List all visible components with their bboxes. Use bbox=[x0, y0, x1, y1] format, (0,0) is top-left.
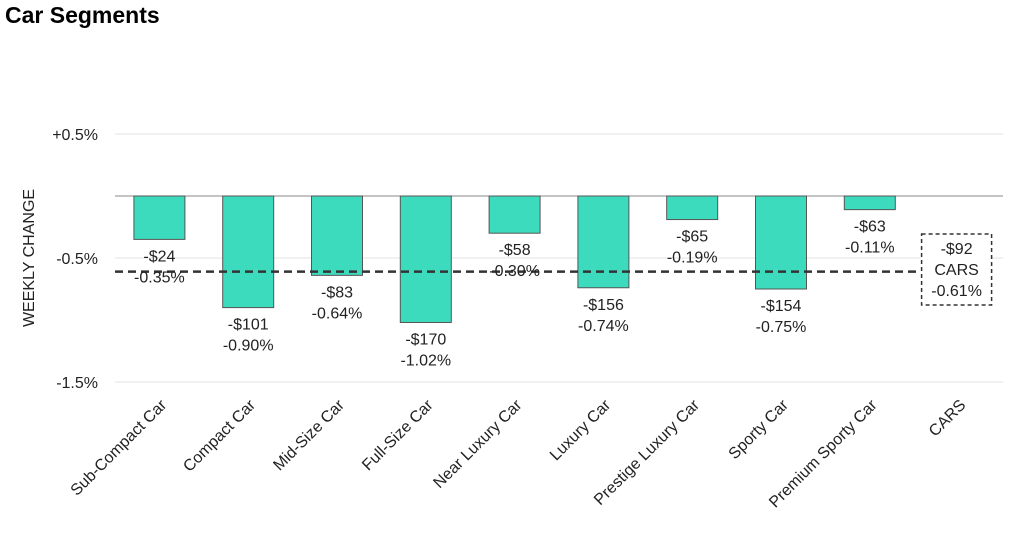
bar-percent-label: -0.64% bbox=[312, 305, 363, 322]
bar-percent-label: -0.90% bbox=[223, 338, 274, 355]
bar bbox=[222, 195, 275, 309]
y-tick-label: -0.5% bbox=[56, 251, 98, 268]
x-tick-label: Sub-Compact Car bbox=[68, 396, 171, 499]
average-name-label: CARS bbox=[934, 262, 978, 279]
bar-percent-label: -0.35% bbox=[134, 269, 185, 286]
x-tick-label: Near Luxury Car bbox=[430, 396, 525, 491]
bar-dollar-label: -$101 bbox=[228, 317, 269, 334]
bar-dollar-label: -$65 bbox=[676, 229, 708, 246]
bar bbox=[399, 195, 452, 323]
x-tick-label: CARS bbox=[926, 397, 969, 440]
bar bbox=[577, 195, 630, 289]
bar-dollar-label: -$58 bbox=[499, 242, 531, 259]
y-tick-label: +0.5% bbox=[52, 127, 98, 144]
average-label-box bbox=[920, 233, 993, 306]
average-percent-label: -0.61% bbox=[931, 283, 982, 300]
x-tick-label: Mid-Size Car bbox=[270, 396, 348, 474]
x-tick-label: Full-Size Car bbox=[359, 396, 437, 474]
y-axis-label: WEEKLY CHANGE bbox=[21, 189, 38, 327]
bar-dollar-label: -$63 bbox=[854, 219, 886, 236]
bar bbox=[488, 195, 541, 234]
bar-percent-label: -0.75% bbox=[756, 319, 807, 336]
bar-percent-label: -0.11% bbox=[845, 240, 895, 257]
bar-dollar-label: -$83 bbox=[321, 284, 353, 301]
bar-percent-label: -0.74% bbox=[578, 318, 629, 335]
average-dollar-label: -$92 bbox=[941, 241, 973, 258]
bar-percent-label: -1.02% bbox=[400, 352, 451, 369]
bar-dollar-label: -$24 bbox=[143, 248, 175, 265]
bar bbox=[666, 195, 719, 221]
bar bbox=[311, 195, 363, 276]
bar bbox=[755, 195, 807, 290]
bar bbox=[843, 195, 896, 211]
y-tick-label: -1.5% bbox=[56, 375, 98, 392]
bar-dollar-label: -$170 bbox=[405, 331, 446, 348]
bar-percent-label: -0.30% bbox=[489, 263, 540, 280]
x-tick-label: Sporty Car bbox=[726, 396, 793, 463]
x-tick-label: Compact Car bbox=[180, 396, 259, 475]
bar-dollar-label: -$156 bbox=[583, 297, 624, 314]
bar-dollar-label: -$154 bbox=[761, 298, 802, 315]
chart-title: Car Segments bbox=[5, 2, 160, 28]
bar-percent-label: -0.19% bbox=[667, 250, 718, 267]
x-tick-label: Luxury Car bbox=[547, 396, 615, 464]
bar bbox=[133, 195, 186, 240]
